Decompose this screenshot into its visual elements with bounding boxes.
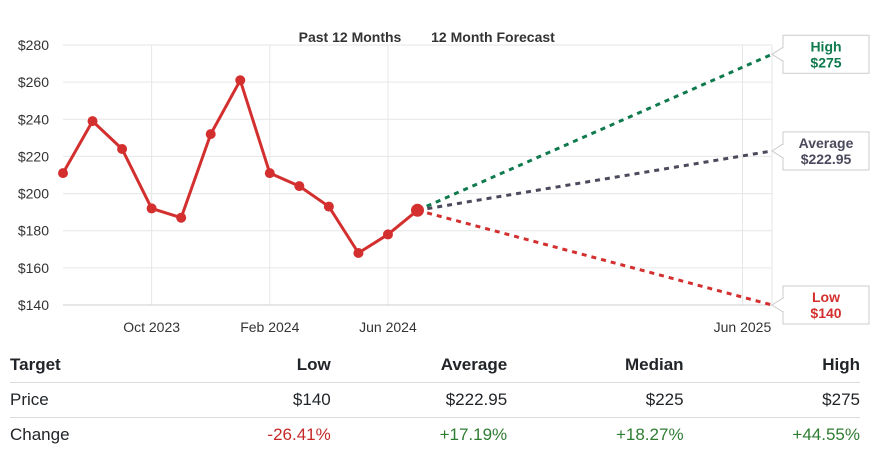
price-point xyxy=(205,129,216,140)
header-past-12-months: Past 12 Months xyxy=(299,29,402,45)
price-point xyxy=(235,75,246,86)
table-row-price: Price $140 $222.95 $225 $275 xyxy=(10,382,860,418)
price-point xyxy=(323,201,334,212)
x-tick-label: Oct 2023 xyxy=(123,319,180,335)
callout-label-low: Low xyxy=(812,289,840,305)
y-tick-label: $280 xyxy=(18,37,49,53)
x-tick-label: Jun 2024 xyxy=(359,319,417,335)
y-tick-label: $140 xyxy=(18,297,49,313)
price-point xyxy=(353,248,364,258)
price-point xyxy=(58,168,68,179)
callout-value-high: $275 xyxy=(810,54,841,70)
price-point xyxy=(176,212,187,223)
header-high: High xyxy=(822,355,860,374)
header-median: Median xyxy=(625,355,684,374)
header-12-month-forecast: 12 Month Forecast xyxy=(431,29,555,45)
callout-value-low: $140 xyxy=(810,305,841,321)
row-label-change: Change xyxy=(10,417,171,452)
price-target-chart: $280 $260 $240 $220 $200 $180 $160 $140 Oct 2023… xyxy=(18,29,870,335)
x-tick-label: Jun 2025 xyxy=(714,319,772,335)
x-tick-label: Feb 2024 xyxy=(240,319,299,335)
price-point xyxy=(146,203,157,214)
y-tick-label: $260 xyxy=(18,74,49,90)
price-average: $222.95 xyxy=(330,382,508,418)
change-low: -26.41% xyxy=(170,417,331,452)
callout-box-low xyxy=(782,285,870,325)
forecast-line-high xyxy=(416,52,773,212)
header-low: Low xyxy=(296,355,331,374)
callout-box-high xyxy=(782,34,870,74)
y-tick-label: $200 xyxy=(18,186,49,202)
price-point xyxy=(264,168,275,179)
price-point xyxy=(117,144,128,154)
price-low: $140 xyxy=(170,382,331,418)
callout-joint xyxy=(782,48,785,61)
change-median: +18.27% xyxy=(507,417,684,452)
header-target: Target xyxy=(10,355,61,374)
callout-joint xyxy=(782,299,785,311)
change-high: +44.55% xyxy=(683,417,860,452)
header-average: Average xyxy=(440,355,508,374)
table-header-row: Target Low Average Median High xyxy=(10,348,860,383)
current-price-point xyxy=(411,203,424,217)
price-point xyxy=(87,116,98,127)
price-target-table: Target Low Average Median High Price $14… xyxy=(10,348,860,452)
price-history-line xyxy=(61,78,419,255)
y-tick-label: $180 xyxy=(18,223,49,239)
callout-value-average: $222.95 xyxy=(801,151,852,167)
forecast-line-low xyxy=(417,208,773,307)
price-point xyxy=(294,181,305,192)
callout-label-average: Average xyxy=(799,135,854,151)
price-point xyxy=(382,229,393,240)
table-row-change: Change -26.41% +17.19% +18.27% +44.55% xyxy=(10,417,860,452)
callout-pointer-low xyxy=(771,297,784,313)
callout-label-high: High xyxy=(810,38,841,54)
forecast-line-average xyxy=(417,149,773,212)
price-high: $275 xyxy=(683,382,860,418)
chart-svg: $280 $260 $240 $220 $200 $180 $160 $140 Oct 2023… xyxy=(18,29,870,335)
change-average: +17.19% xyxy=(330,417,508,452)
price-median: $225 xyxy=(507,382,684,418)
y-tick-label: $220 xyxy=(18,148,49,164)
callout-joint xyxy=(782,144,785,157)
row-label-price: Price xyxy=(10,382,171,418)
y-tick-label: $160 xyxy=(18,260,49,276)
y-tick-label: $240 xyxy=(18,111,49,127)
callout-pointer-average xyxy=(771,143,784,159)
callout-pointer-high xyxy=(771,46,784,62)
